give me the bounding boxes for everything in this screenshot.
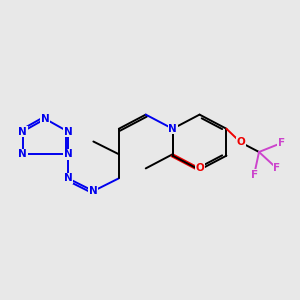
Text: N: N xyxy=(18,149,27,159)
Text: N: N xyxy=(64,173,72,183)
Text: F: F xyxy=(250,169,258,180)
Text: N: N xyxy=(168,124,177,134)
Text: F: F xyxy=(278,138,285,148)
Text: O: O xyxy=(236,137,245,147)
Text: N: N xyxy=(18,127,27,136)
Text: N: N xyxy=(89,186,98,196)
Text: F: F xyxy=(273,164,280,173)
Text: N: N xyxy=(64,149,72,159)
Text: N: N xyxy=(64,127,72,136)
Text: N: N xyxy=(41,114,50,124)
Text: O: O xyxy=(195,164,204,173)
Text: N: N xyxy=(64,149,72,159)
